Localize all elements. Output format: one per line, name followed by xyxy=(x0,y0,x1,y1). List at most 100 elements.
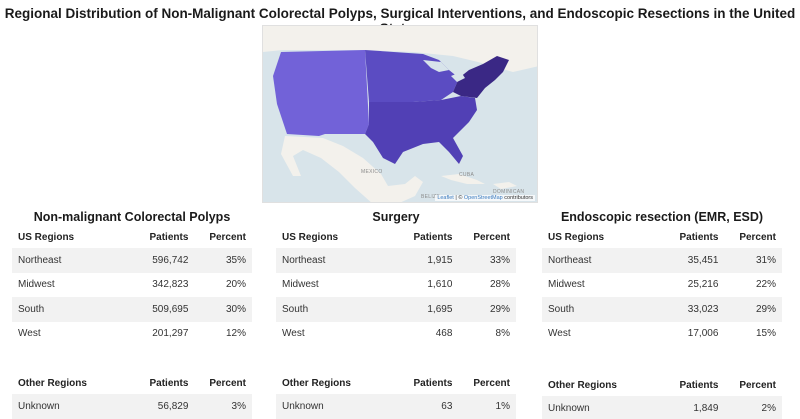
panel-title: Endoscopic resection (EMR, ESD) xyxy=(560,210,764,224)
cell-patients: 25,216 xyxy=(687,279,719,291)
cell-region: Unknown xyxy=(542,396,653,419)
col-header-region: US Regions xyxy=(282,231,339,243)
col-header-patients: Patients xyxy=(679,379,719,391)
table-row: Northeast 1,915 33% xyxy=(276,248,516,273)
map-canvas[interactable] xyxy=(263,26,538,203)
other-regions-table: Other Regions Patients Percent Unknown 5… xyxy=(12,372,252,419)
col-header-region: US Regions xyxy=(18,231,75,243)
cell-patients: 1,695 xyxy=(386,297,459,322)
cell-patients: 17,006 xyxy=(687,328,719,340)
hispaniola-land xyxy=(493,182,517,189)
cell-percent: 12% xyxy=(225,328,246,340)
map-label-mexico: MEXICO xyxy=(361,169,383,175)
cell-region: Northeast xyxy=(12,248,123,273)
cell-region: Midwest xyxy=(282,279,319,291)
table-row: South 1,695 29% xyxy=(276,297,516,322)
col-header-patients: Patients xyxy=(413,377,453,389)
col-header-percent: Percent xyxy=(209,231,246,243)
cell-percent: 30% xyxy=(194,297,252,322)
table-row: Midwest 25,216 22% xyxy=(542,273,782,298)
panel-title: Non-malignant Colorectal Polyps xyxy=(33,210,231,224)
us-regions-table: US Regions Patients Percent Northeast 1,… xyxy=(276,226,516,346)
cell-region: West xyxy=(548,328,571,340)
cell-patients: 63 xyxy=(386,394,459,419)
col-header-percent: Percent xyxy=(739,231,776,243)
table-row: Northeast 35,451 31% xyxy=(542,248,782,273)
col-header-other-region: Other Regions xyxy=(548,379,617,391)
cell-percent: 15% xyxy=(755,328,776,340)
region-west[interactable] xyxy=(273,50,369,136)
other-regions-table: Other Regions Patients Percent Unknown 1… xyxy=(542,374,782,419)
panel-polyps: Non-malignant Colorectal Polyps US Regio… xyxy=(12,208,252,419)
table-row: West 468 8% xyxy=(276,322,516,347)
col-header-patients: Patients xyxy=(149,231,189,243)
cell-patients: 342,823 xyxy=(152,279,189,291)
cell-patients: 468 xyxy=(435,328,453,340)
cell-region: Unknown xyxy=(12,394,123,419)
region-south[interactable] xyxy=(365,96,477,164)
col-header-other-region: Other Regions xyxy=(18,377,87,389)
lake-erie xyxy=(451,72,465,82)
canada-land xyxy=(263,26,537,72)
col-header-region: US Regions xyxy=(548,231,605,243)
panel-title: Surgery xyxy=(372,210,420,224)
table-row: West 17,006 15% xyxy=(542,322,782,347)
cell-percent: 22% xyxy=(755,279,776,291)
cell-region: Northeast xyxy=(542,248,653,273)
map-label-dominican: DOMINICAN xyxy=(493,189,525,195)
col-header-patients: Patients xyxy=(413,231,453,243)
us-regions-table: US Regions Patients Percent Northeast 35… xyxy=(542,226,782,346)
panel-surgery: Surgery US Regions Patients Percent Nort… xyxy=(276,208,516,419)
col-header-patients: Patients xyxy=(149,377,189,389)
cell-percent: 2% xyxy=(724,396,782,419)
cell-percent: 35% xyxy=(194,248,252,273)
map-label-cuba: CUBA xyxy=(459,172,475,178)
region-northeast[interactable] xyxy=(453,56,509,98)
cell-patients: 56,829 xyxy=(122,394,195,419)
cell-region: South xyxy=(542,297,653,322)
map-attribution: Leaflet | © OpenStreetMap contributors xyxy=(435,195,535,201)
cell-percent: 3% xyxy=(194,394,252,419)
cell-region: Midwest xyxy=(18,279,55,291)
leaflet-link[interactable]: Leaflet xyxy=(437,195,454,201)
attribution-separator: | © xyxy=(453,195,464,201)
osm-link[interactable]: OpenStreetMap xyxy=(463,195,503,201)
cell-patients: 33,023 xyxy=(652,297,725,322)
col-header-percent: Percent xyxy=(739,379,776,391)
cell-region: South xyxy=(276,297,387,322)
table-row: Unknown 1,849 2% xyxy=(542,396,782,419)
table-row: Midwest 1,610 28% xyxy=(276,273,516,298)
table-row: South 509,695 30% xyxy=(12,297,252,322)
col-header-percent: Percent xyxy=(209,377,246,389)
cell-percent: 8% xyxy=(495,328,510,340)
cell-region: Unknown xyxy=(276,394,387,419)
map-label-belize: BELIZE xyxy=(421,194,441,200)
panel-endoscopic: Endoscopic resection (EMR, ESD) US Regio… xyxy=(542,208,782,419)
other-regions-table: Other Regions Patients Percent Unknown 6… xyxy=(276,372,516,419)
table-row: Unknown 56,829 3% xyxy=(12,394,252,419)
cell-patients: 509,695 xyxy=(122,297,195,322)
cell-percent: 20% xyxy=(225,279,246,291)
cell-patients: 1,915 xyxy=(386,248,459,273)
cell-percent: 33% xyxy=(458,248,516,273)
cell-patients: 1,849 xyxy=(652,396,725,419)
table-row: Unknown 63 1% xyxy=(276,394,516,419)
cell-percent: 29% xyxy=(724,297,782,322)
great-lakes xyxy=(423,60,449,72)
cell-percent: 28% xyxy=(489,279,510,291)
cell-patients: 596,742 xyxy=(122,248,195,273)
cell-percent: 1% xyxy=(458,394,516,419)
attribution-suffix: contributors xyxy=(502,195,533,201)
col-header-percent: Percent xyxy=(473,377,510,389)
cell-percent: 31% xyxy=(724,248,782,273)
cell-patients: 35,451 xyxy=(652,248,725,273)
cell-region: Midwest xyxy=(548,279,585,291)
cuba-land xyxy=(441,174,485,184)
table-row: Northeast 596,742 35% xyxy=(12,248,252,273)
col-header-patients: Patients xyxy=(679,231,719,243)
cell-region: South xyxy=(12,297,123,322)
us-region-map[interactable]: MEXICO CUBA DOMINICAN BELIZE Leaflet | ©… xyxy=(262,25,538,203)
cell-region: West xyxy=(18,328,41,340)
mexico-land xyxy=(281,136,423,202)
us-regions-table: US Regions Patients Percent Northeast 59… xyxy=(12,226,252,346)
